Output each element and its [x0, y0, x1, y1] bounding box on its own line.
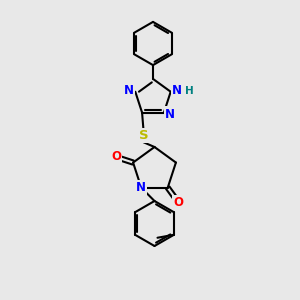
Text: N: N	[172, 84, 182, 97]
Text: O: O	[173, 196, 183, 209]
Text: O: O	[111, 151, 121, 164]
Text: N: N	[136, 181, 146, 194]
Text: N: N	[124, 84, 134, 97]
Text: S: S	[139, 129, 148, 142]
Text: N: N	[165, 107, 175, 121]
Text: H: H	[185, 85, 194, 96]
